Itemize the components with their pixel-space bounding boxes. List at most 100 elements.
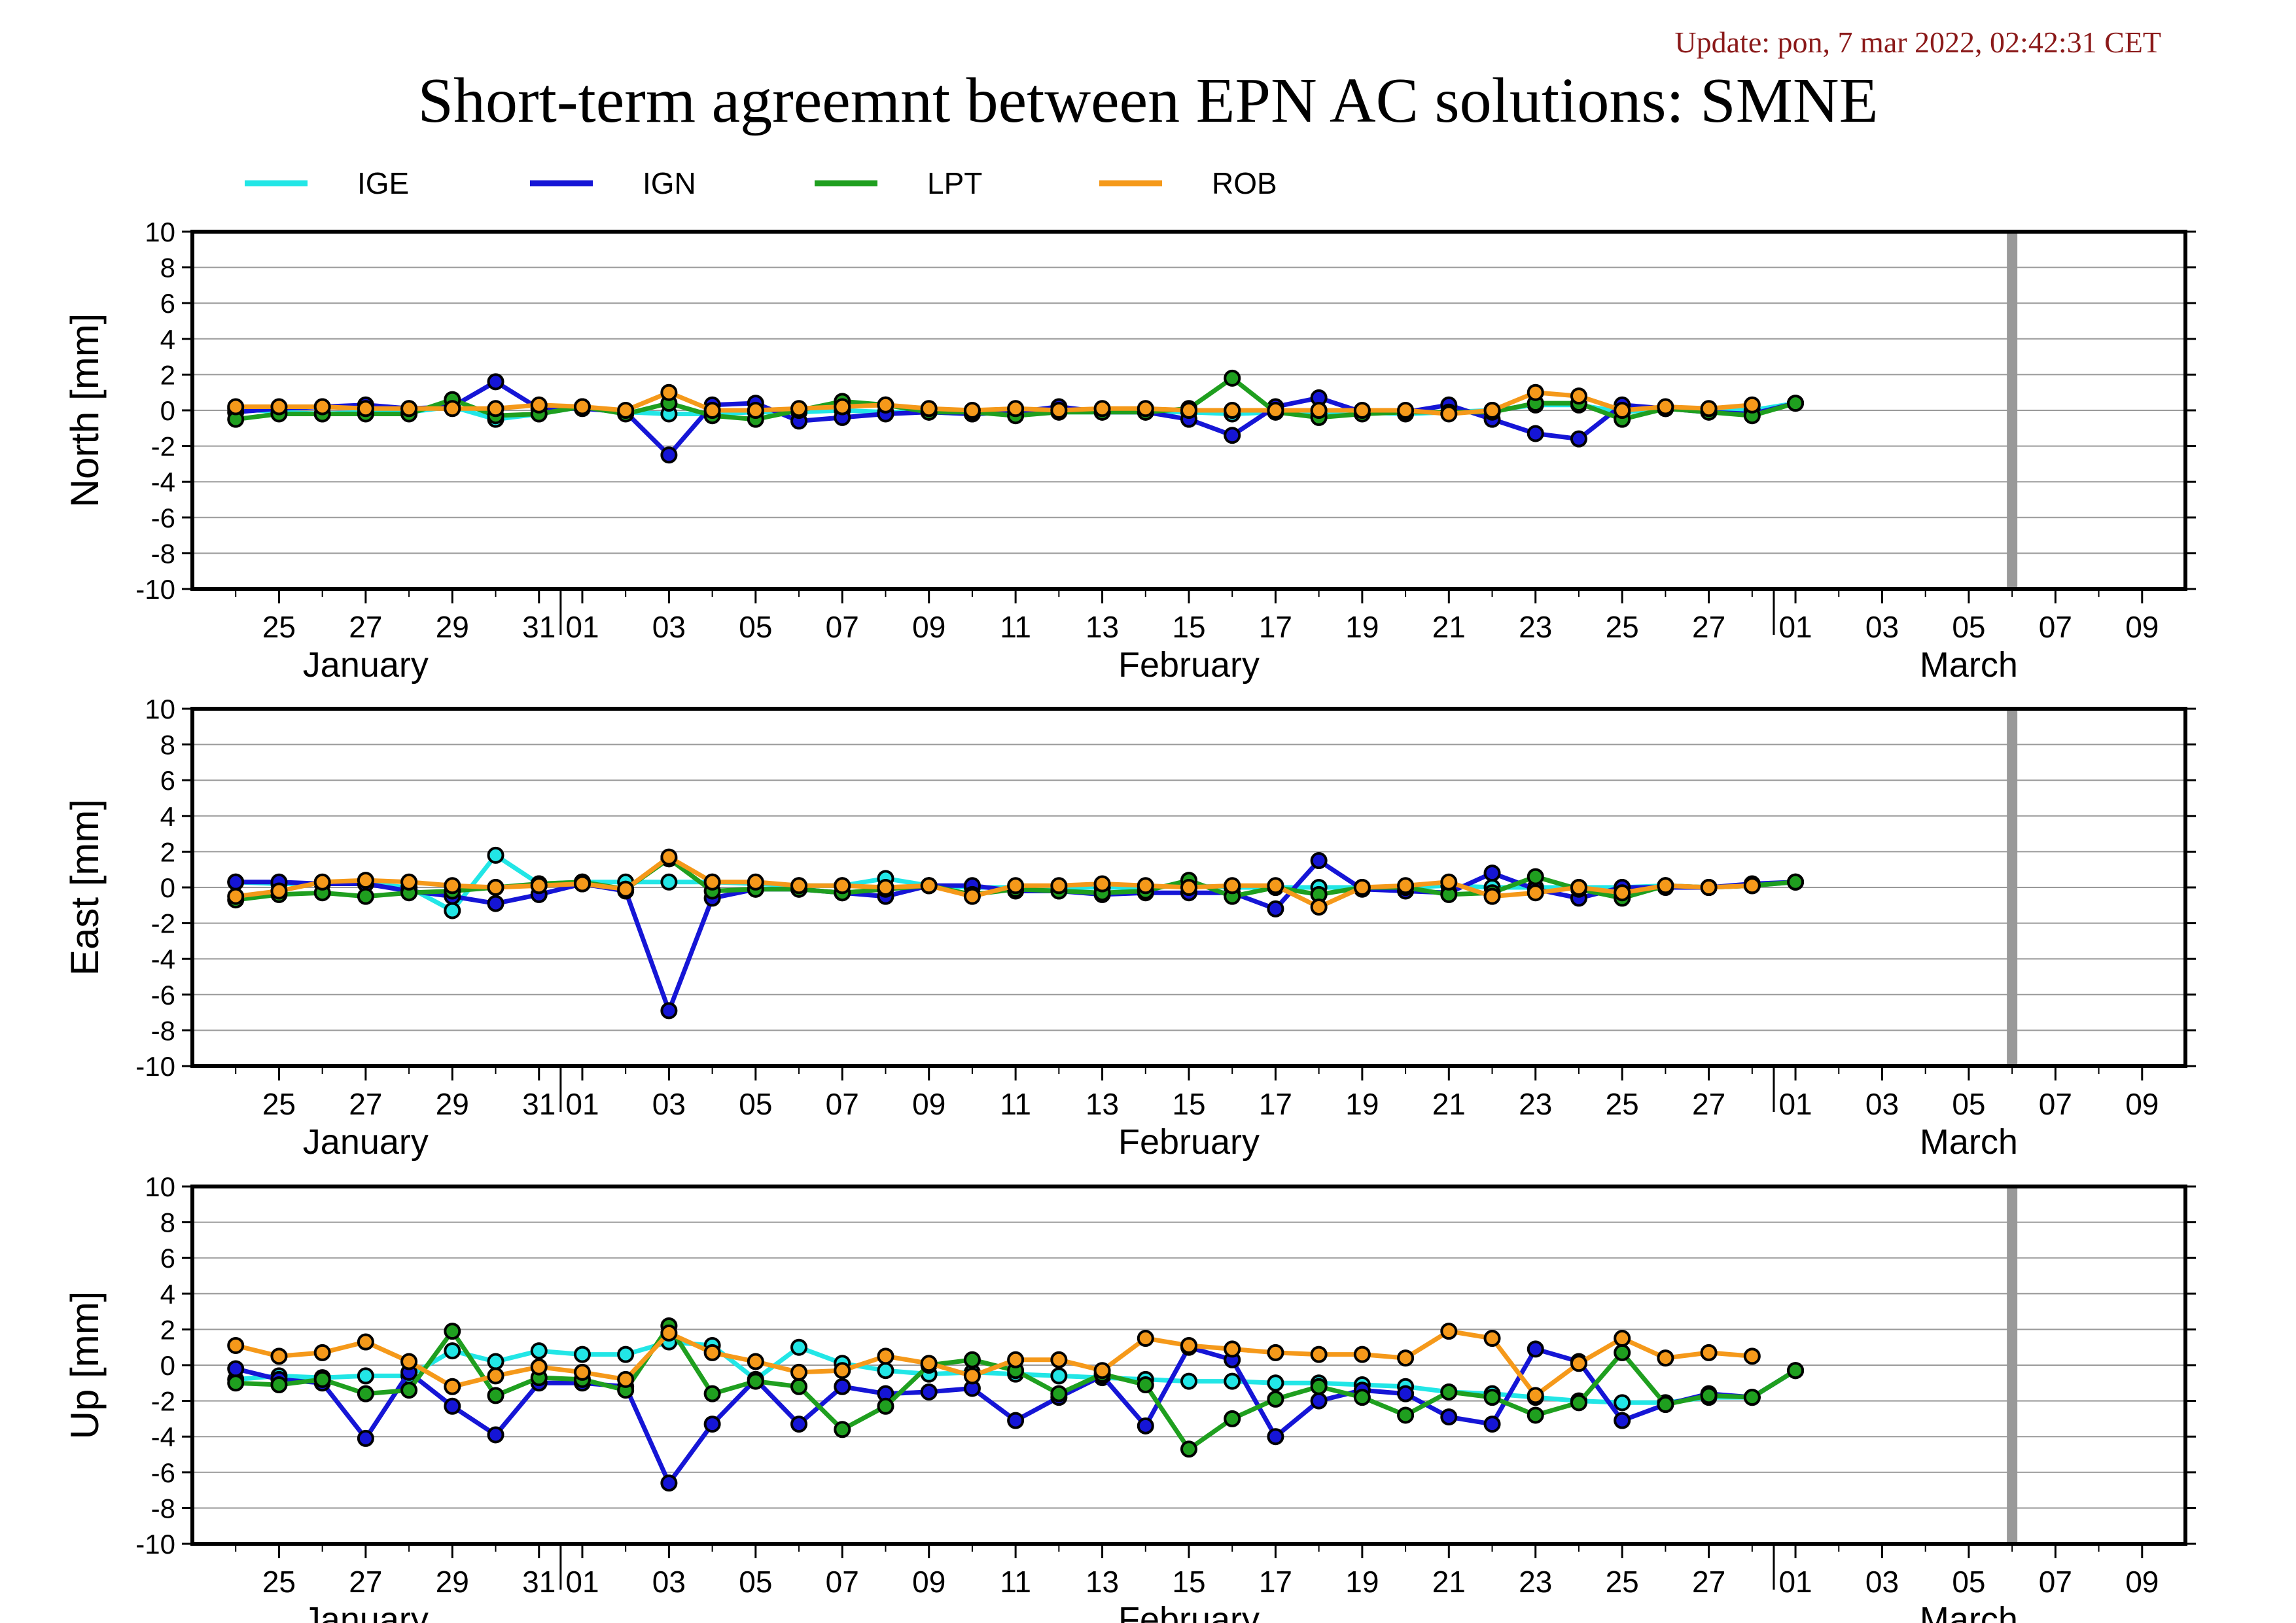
data-point — [834, 1421, 851, 1438]
data-point — [487, 1426, 504, 1444]
data-point — [1267, 1374, 1284, 1392]
data-point — [444, 877, 461, 895]
data-point — [1093, 875, 1111, 893]
data-point — [487, 400, 504, 418]
data-point — [1007, 1351, 1025, 1368]
month-label: February — [1118, 645, 1260, 685]
x-tick-label: 07 — [826, 610, 859, 644]
data-point — [963, 1351, 981, 1368]
y-tick-label: 10 — [145, 1171, 175, 1202]
data-point — [747, 1372, 764, 1390]
data-point — [1007, 400, 1025, 418]
data-point — [1397, 1406, 1415, 1424]
data-point — [1614, 1330, 1631, 1347]
data-point — [1743, 1389, 1761, 1406]
data-point — [573, 1363, 591, 1381]
data-point — [1224, 877, 1241, 895]
x-tick-label: 05 — [739, 1087, 772, 1121]
data-point — [357, 887, 374, 905]
series-rob — [227, 848, 1761, 916]
data-point — [270, 882, 288, 900]
x-tick-label: 23 — [1519, 1565, 1552, 1599]
data-point — [1180, 879, 1197, 896]
data-point — [703, 1344, 721, 1361]
x-tick-label: 29 — [436, 1565, 469, 1599]
x-tick-label: 13 — [1086, 1087, 1119, 1121]
data-point — [1137, 1330, 1154, 1347]
data-point — [963, 887, 981, 905]
data-point — [357, 1333, 374, 1351]
data-point — [1050, 1385, 1068, 1402]
data-point — [1570, 1355, 1587, 1372]
data-point — [1614, 402, 1631, 419]
data-point — [357, 1385, 374, 1402]
data-point — [1440, 1408, 1458, 1426]
data-point — [270, 398, 288, 416]
legend-label: IGN — [643, 166, 696, 200]
x-tick-label: 25 — [1606, 1087, 1639, 1121]
data-point — [1440, 405, 1458, 423]
data-point — [530, 396, 548, 414]
data-point — [1267, 1344, 1284, 1361]
data-point — [313, 1370, 331, 1388]
data-point — [703, 402, 721, 419]
y-tick-label: 6 — [160, 765, 175, 796]
x-tick-label: 01 — [565, 1087, 599, 1121]
data-point — [227, 1374, 245, 1392]
data-point — [227, 873, 245, 891]
data-point — [1570, 430, 1587, 448]
x-tick-label: 09 — [2125, 610, 2159, 644]
x-tick-label: 25 — [262, 610, 296, 644]
data-point — [877, 1347, 894, 1365]
month-label: January — [303, 1600, 429, 1623]
data-point — [790, 1378, 808, 1395]
data-point — [400, 1353, 418, 1370]
data-point — [1397, 877, 1415, 895]
x-tick-label: 11 — [1000, 1565, 1031, 1599]
data-point — [1397, 1349, 1415, 1367]
month-label: March — [1920, 1600, 2018, 1623]
data-point — [357, 1367, 374, 1385]
legend-label: IGE — [357, 166, 409, 200]
data-point — [1657, 1396, 1674, 1414]
data-point — [227, 398, 245, 416]
data-point — [1527, 425, 1544, 442]
data-point — [1657, 1349, 1674, 1367]
legend-label: ROB — [1212, 166, 1277, 200]
data-point — [1180, 1372, 1197, 1390]
data-point — [877, 1397, 894, 1415]
y-tick-label: -8 — [151, 1015, 175, 1046]
x-tick-label: 17 — [1259, 1087, 1292, 1121]
data-point — [573, 398, 591, 416]
data-point — [1050, 1351, 1068, 1368]
data-point — [1743, 1347, 1761, 1365]
y-tick-label: 8 — [160, 1207, 175, 1238]
y-tick-label: -8 — [151, 538, 175, 569]
x-tick-label: 01 — [565, 610, 599, 644]
month-label: March — [1920, 1122, 2018, 1162]
data-point — [1483, 402, 1501, 419]
x-tick-label: 19 — [1345, 610, 1379, 644]
x-tick-label: 07 — [2039, 1565, 2072, 1599]
data-point — [313, 398, 331, 416]
data-point — [1353, 1346, 1371, 1363]
x-tick-label: 25 — [1606, 610, 1639, 644]
data-point — [530, 877, 548, 895]
y-tick-label: 0 — [160, 395, 175, 426]
data-point — [660, 1324, 678, 1342]
legend-item-rob: ROB — [1099, 166, 1277, 200]
data-point — [444, 1397, 461, 1415]
x-tick-label: 23 — [1519, 1087, 1552, 1121]
y-tick-label: -4 — [151, 467, 175, 497]
data-point — [790, 400, 808, 418]
y-tick-label: 2 — [160, 1314, 175, 1345]
data-point — [747, 402, 764, 419]
data-point — [1527, 1406, 1544, 1424]
data-point — [1353, 1389, 1371, 1406]
data-point — [1397, 402, 1415, 419]
data-point — [920, 400, 938, 418]
x-tick-label: 27 — [1692, 1087, 1725, 1121]
panel-east: 10 8 6 4 2 0 -2 -4 -6 -8 -10 East [mm] 25 27 29 31 01 03 0… — [63, 694, 2196, 1162]
data-point — [877, 879, 894, 896]
